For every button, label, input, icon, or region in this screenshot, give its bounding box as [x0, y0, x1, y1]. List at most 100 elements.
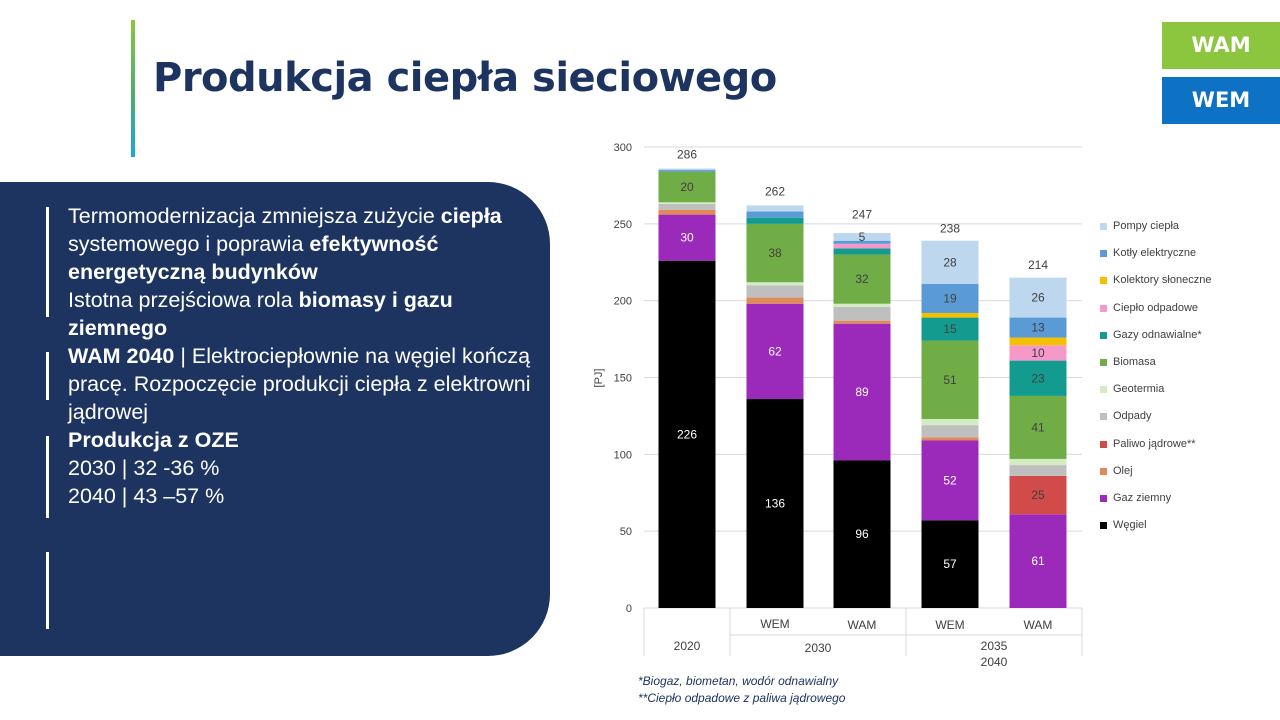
summary-text-span: Termomodernizacja zmniejsza zużycie: [68, 204, 441, 228]
total-label: 238: [940, 221, 960, 235]
summary-text-bold: efektywność energetyczną budynków: [68, 232, 439, 284]
bar-segment: [658, 203, 716, 211]
panel-bar-2: [46, 352, 49, 400]
data-label: 57: [943, 557, 957, 571]
data-label: 5: [859, 230, 866, 244]
legend-item: Gazy odnawialne*: [1100, 328, 1270, 342]
bar-segment: [1009, 465, 1067, 476]
bar-segment: [921, 312, 979, 318]
scenario-label: WAM: [848, 618, 877, 632]
bar-segment: [1009, 345, 1067, 361]
legend-label: Ciepło odpadowe: [1113, 301, 1199, 314]
data-label: 28: [943, 255, 957, 269]
bar-segment: [833, 240, 891, 244]
summary-text-bold: WAM 2040: [68, 344, 175, 368]
bar-segment: [658, 210, 716, 215]
bar-segment: [921, 425, 979, 438]
bar-segment: [1009, 514, 1067, 608]
bar-segment: [833, 303, 891, 307]
legend-item: Paliwo jądrowe**: [1100, 437, 1270, 451]
legend-label: Odpady: [1113, 410, 1152, 423]
bar-segment: [746, 399, 804, 608]
legend-item: Geotermia: [1100, 382, 1270, 396]
bar-segment: [746, 223, 804, 283]
bar-segment: [746, 211, 804, 218]
legend-item: Gaz ziemny: [1100, 491, 1270, 505]
bar-segment: [658, 214, 716, 261]
data-label: 136: [765, 497, 785, 511]
bar-segment: [658, 170, 716, 172]
data-label: 41: [1031, 420, 1045, 434]
data-label: 51: [943, 373, 957, 387]
data-label: 15: [943, 322, 957, 336]
page-title: Produkcja ciepła sieciowego: [153, 55, 777, 101]
data-label: 26: [1031, 291, 1045, 305]
bar-segment: [1009, 337, 1067, 346]
bar-segment: [833, 460, 891, 608]
legend-item: Biomasa: [1100, 355, 1270, 369]
legend-swatch: [1100, 495, 1107, 502]
legend-label: Geotermia: [1113, 383, 1165, 396]
legend-label: Paliwo jądrowe**: [1113, 437, 1196, 450]
panel-bar-4: [46, 552, 49, 629]
bar-segment: [833, 323, 891, 461]
data-label: 38: [768, 246, 782, 260]
legend-item: Kolektory słoneczne: [1100, 273, 1270, 287]
bar-segment: [746, 282, 804, 286]
bar-segment: [921, 283, 979, 313]
summary-text-span: Istotna przejściowa rola: [68, 288, 299, 312]
bar-segment: [833, 320, 891, 324]
summary-point-6: 2040 | 43 –57 %: [68, 484, 225, 508]
legend-swatch: [1100, 413, 1107, 421]
bar-segment: [1009, 395, 1067, 459]
summary-point-1: Termomodernizacja zmniejsza zużycie ciep…: [68, 202, 548, 286]
bar-segment: [746, 217, 804, 224]
legend-swatch: [1100, 304, 1107, 312]
summary-text-bold: ciepła: [440, 204, 502, 228]
total-label: 214: [1028, 258, 1048, 272]
data-label: 62: [768, 344, 782, 358]
summary-point-4: Produkcja z OZE: [68, 426, 548, 454]
summary-text-span: | Elektrociepłownie na węgiel kończą pra…: [68, 344, 531, 424]
summary-text: Termomodernizacja zmniejsza zużycie ciep…: [68, 202, 548, 510]
bar-segment: [921, 520, 979, 608]
year-label: 2020: [674, 639, 701, 653]
bar-segment: [833, 243, 891, 249]
legend-swatch: [1100, 440, 1107, 448]
y-tick-label: 200: [614, 296, 632, 308]
data-label: 19: [943, 291, 957, 305]
year-label: 2035: [981, 639, 1008, 653]
bar-segment: [1009, 360, 1067, 396]
legend-swatch: [1100, 250, 1107, 258]
data-label: 23: [1031, 371, 1045, 385]
data-label: 10: [1031, 346, 1045, 360]
scenario-label: WEM: [760, 617, 789, 631]
data-label: 13: [1031, 321, 1045, 335]
legend-swatch: [1100, 359, 1107, 366]
legend-label: Pompy ciepła: [1113, 220, 1180, 232]
legend-label: Gazy odnawialne*: [1113, 328, 1202, 341]
bar-segment: [921, 437, 979, 441]
bar-segment: [1009, 475, 1067, 515]
y-tick-label: 100: [614, 449, 632, 461]
bar-segment: [921, 418, 979, 426]
legend-label: Biomasa: [1113, 356, 1156, 368]
legend-swatch: [1100, 522, 1107, 530]
data-label: 25: [1031, 488, 1045, 502]
bar-segment: [1009, 458, 1067, 466]
data-label: 32: [855, 272, 869, 286]
title-accent-line: [131, 20, 135, 157]
legend-item: Olej: [1100, 464, 1270, 478]
y-tick-label: 150: [614, 373, 632, 385]
data-label: 226: [677, 427, 697, 441]
legend-swatch: [1100, 223, 1107, 230]
data-label: 89: [855, 385, 869, 399]
bar-segment: [658, 202, 716, 204]
bar-segment: [746, 205, 804, 212]
bar-segment: [833, 306, 891, 321]
summary-point-3: WAM 2040 | Elektrociepłownie na węgiel k…: [68, 342, 548, 426]
panel-bar-3: [46, 436, 49, 518]
bar-segment: [746, 303, 804, 400]
bar-segment: [746, 285, 804, 298]
